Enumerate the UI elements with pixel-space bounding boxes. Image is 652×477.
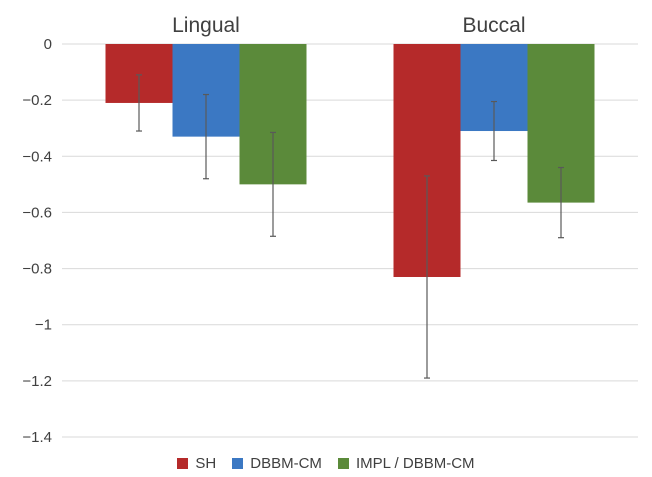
legend-item-dbbm-cm: DBBM-CM bbox=[232, 455, 322, 472]
error-bars bbox=[136, 74, 564, 379]
bars bbox=[105, 44, 595, 277]
y-tick-label: −0.6 bbox=[22, 204, 52, 221]
legend: SH DBBM-CM IMPL / DBBM-CM bbox=[0, 455, 652, 472]
legend-swatch-dbbm-cm bbox=[232, 458, 244, 469]
category-label-buccal: Buccal bbox=[462, 14, 525, 37]
legend-label-sh: SH bbox=[195, 455, 217, 472]
y-axis-ticks: 0 −0.2 −0.4 −0.6 −0.8 −1 −1.2 −1.4 bbox=[22, 36, 52, 446]
legend-label-dbbm-cm: DBBM-CM bbox=[250, 455, 322, 472]
error-bar-buccal-sh bbox=[424, 175, 430, 379]
y-tick-label: −1.2 bbox=[22, 373, 52, 390]
legend-swatch-sh bbox=[177, 458, 189, 469]
bar-chart: 0 −0.2 −0.4 −0.6 −0.8 −1 −1.2 −1.4 Lingual Bucca… bbox=[22, 14, 638, 446]
error-bar-lingual-sh bbox=[136, 74, 142, 132]
y-tick-label: 0 bbox=[44, 36, 52, 53]
legend-item-impl-dbbm-cm: IMPL / DBBM-CM bbox=[337, 455, 475, 472]
y-tick-label: −1 bbox=[35, 317, 52, 334]
legend-swatch-impl-dbbm-cm bbox=[337, 458, 349, 469]
error-bar-lingual-dbbm-cm bbox=[203, 93, 209, 180]
y-tick-label: −1.4 bbox=[22, 429, 52, 446]
legend-item-sh: SH bbox=[177, 455, 216, 472]
error-bar-lingual-impl-dbbm-cm bbox=[270, 131, 276, 237]
legend-label-impl-dbbm-cm: IMPL / DBBM-CM bbox=[355, 455, 475, 472]
y-tick-label: −0.2 bbox=[22, 92, 52, 109]
y-tick-label: −0.8 bbox=[22, 261, 52, 278]
error-bar-buccal-impl-dbbm-cm bbox=[558, 166, 564, 239]
category-labels: Lingual Buccal bbox=[172, 14, 525, 37]
category-label-lingual: Lingual bbox=[172, 14, 240, 37]
error-bar-buccal-dbbm-cm bbox=[491, 100, 497, 162]
y-tick-label: −0.4 bbox=[22, 148, 52, 165]
